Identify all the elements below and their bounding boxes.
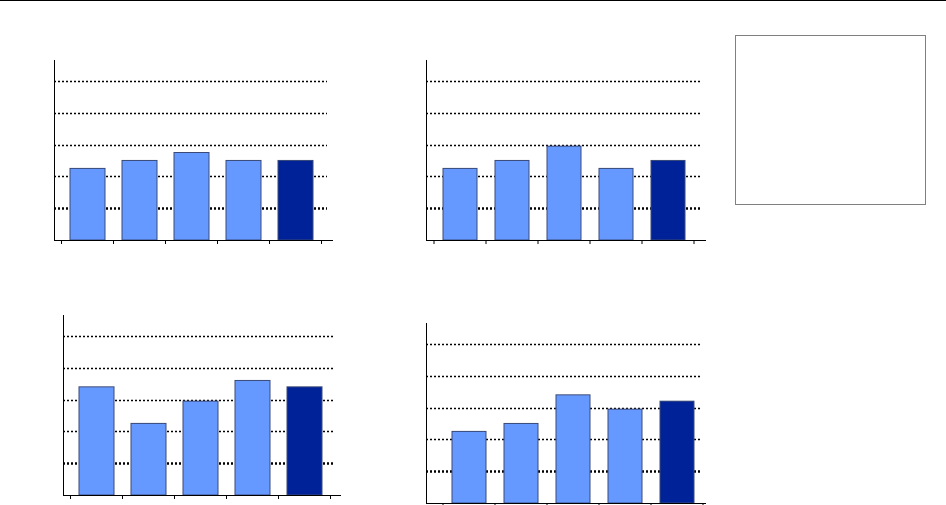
bar [598, 167, 634, 241]
legend-box [735, 35, 926, 205]
bar-chart-top-left [54, 60, 333, 244]
bar [555, 394, 591, 504]
bar [121, 159, 158, 241]
bar-chart-top-right [426, 60, 706, 244]
bar [225, 159, 262, 241]
bar [451, 430, 487, 504]
bar-highlight [277, 159, 314, 241]
bar [78, 386, 115, 496]
bar [442, 167, 478, 241]
bar [130, 422, 167, 496]
bar-chart-bottom-right [426, 323, 706, 505]
bar [546, 145, 582, 241]
bar [494, 159, 530, 241]
bar [69, 167, 106, 241]
bar [607, 408, 643, 504]
bar [234, 379, 271, 496]
bar [173, 152, 210, 241]
bar [182, 400, 219, 496]
bar-highlight [650, 159, 686, 241]
bar [503, 422, 539, 504]
bar-highlight [659, 400, 695, 504]
bar-chart-bottom-left [63, 315, 341, 499]
bar-highlight [286, 386, 323, 496]
top-rule [0, 0, 946, 1]
